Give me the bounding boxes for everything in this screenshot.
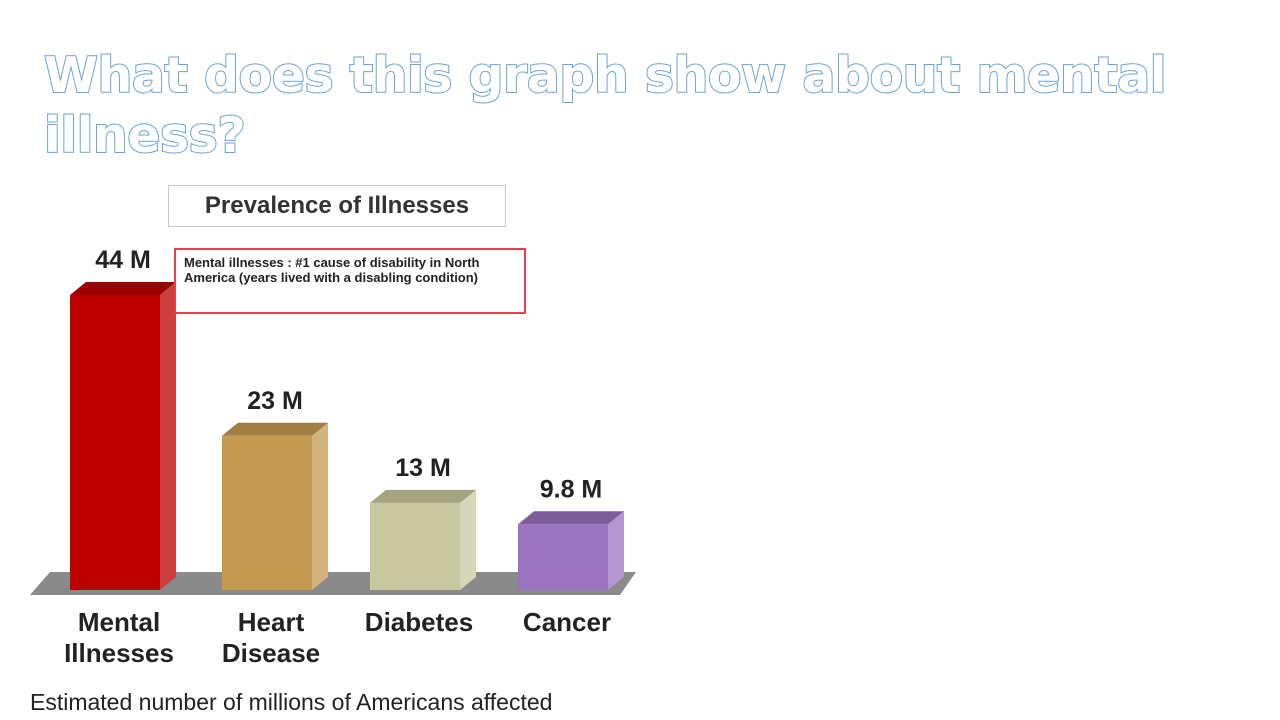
bar-3 [518, 524, 608, 590]
chart-floor [30, 572, 636, 595]
chart-annotation: Mental illnesses : #1 cause of disabilit… [174, 248, 526, 314]
bar-top-3 [518, 511, 624, 525]
bar-top-2 [370, 489, 476, 503]
bar-1 [222, 435, 312, 590]
category-label-1-1: Disease [222, 638, 320, 668]
category-label-1-0: Heart [238, 607, 305, 637]
bar-side-2 [460, 489, 476, 590]
bar-top-0 [70, 282, 176, 295]
bar-side-0 [160, 282, 176, 590]
category-label-2-0: Diabetes [365, 607, 473, 637]
bar-2 [370, 502, 460, 590]
bar-side-1 [312, 422, 328, 590]
bar-side-3 [608, 511, 624, 590]
slide-title: What does this graph show about mental i… [43, 46, 1168, 165]
chart-title: Prevalence of Illnesses [168, 185, 506, 227]
value-label-2: 13 M [395, 454, 451, 482]
value-label-0: 44 M [95, 246, 151, 274]
category-label-0-0: Mental [78, 607, 160, 637]
value-label-3: 9.8 M [540, 475, 603, 503]
x-axis-caption: Estimated number of millions of American… [30, 689, 553, 715]
bar-top-1 [222, 422, 328, 436]
category-label-3-0: Cancer [523, 607, 611, 637]
category-label-0-1: Illnesses [64, 638, 174, 668]
bar-0 [70, 295, 160, 590]
value-label-1: 23 M [247, 387, 303, 415]
